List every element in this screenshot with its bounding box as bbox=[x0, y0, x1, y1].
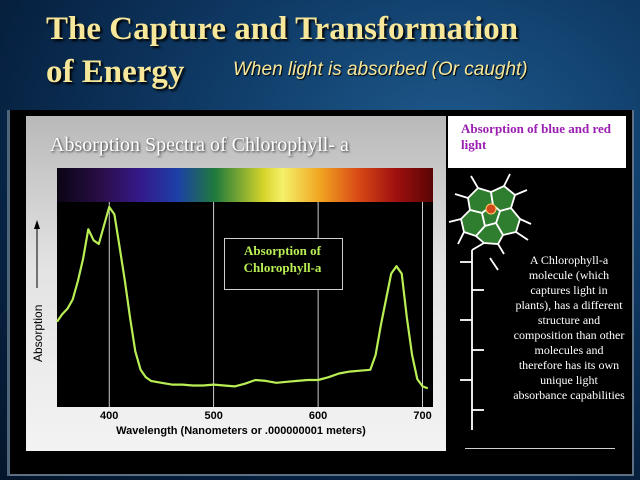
y-axis-label: Absorption bbox=[31, 305, 45, 362]
panel-edge bbox=[7, 110, 10, 476]
spectrum-bar bbox=[57, 168, 433, 202]
callout-box bbox=[448, 116, 626, 168]
chart-title: Absorption Spectra of Chlorophyll- a bbox=[50, 134, 349, 156]
slide-title-line1: The Capture and Transformation bbox=[46, 11, 519, 47]
absorption-curve bbox=[56, 205, 429, 390]
slide-title: The Capture and Transformation of Energy bbox=[46, 8, 518, 94]
curve-label-box bbox=[224, 238, 343, 290]
x-tick-label: 700 bbox=[413, 410, 431, 422]
plot-area bbox=[57, 202, 433, 407]
slide-title-line2: of Energy bbox=[46, 54, 185, 90]
slide-subtitle: When light is absorbed (Or caught) bbox=[233, 59, 528, 80]
molecule-description: A Chlorophyll-a molecule (which captures… bbox=[513, 253, 625, 402]
x-tick-label: 400 bbox=[100, 410, 118, 422]
chlorophyll-molecule-diagram bbox=[448, 173, 532, 430]
curve-label: Absorption of Chlorophyll-a bbox=[243, 243, 322, 275]
x-tick-label: 600 bbox=[309, 410, 327, 422]
x-axis-label: Wavelength (Nanometers or .000000001 met… bbox=[116, 425, 366, 437]
x-tick-label: 500 bbox=[204, 410, 222, 422]
magnesium-atom bbox=[485, 203, 497, 215]
callout-text: Absorption of blue and red light bbox=[461, 121, 612, 152]
y-axis-arrow bbox=[34, 220, 40, 288]
description-underline bbox=[465, 448, 615, 449]
